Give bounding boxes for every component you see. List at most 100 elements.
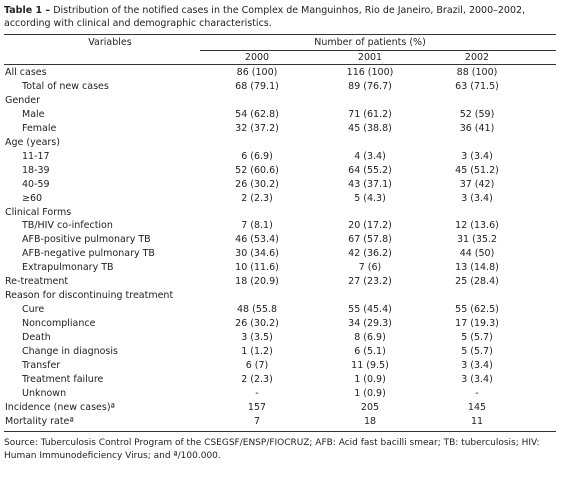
row-label-indented: Extrapulmonary TB [22,262,114,274]
cell-value: 63 (71.5) [455,80,499,92]
row-label-indented: Treatment failure [22,373,104,385]
cell-value: 205 [360,401,380,413]
cell-value: 4 (3.4) [354,150,386,162]
caption-text: Distribution of the notified cases in th… [4,5,526,29]
cell-value: 52 (60.6) [235,164,279,176]
cell-value: 55 (62.5) [455,304,499,316]
cell-value: 27 (23.2) [348,276,392,288]
cell-value: 86 (100) [236,67,278,78]
row-label-indented: Transfer [22,359,61,371]
row-label-indented: Noncompliance [22,318,96,330]
row-label-indented: Female [22,122,57,134]
cell-value: 36 (41) [459,122,495,134]
cell-value: 5 (4.3) [354,192,386,204]
cell-value: 157 [247,401,267,413]
cell-value: 64 (55.2) [348,164,392,176]
cell-value: 1 (1.2) [241,346,273,357]
row-label-indented: Total of new cases [22,80,109,92]
cell-value: 32 (37.2) [235,122,279,134]
cell-value: 45 (51.2) [455,164,499,176]
cell-value: 48 (55.8 [237,304,277,316]
cell-value: 6 (7) [245,359,269,371]
row-label: Reason for discontinuing treatment [5,290,174,302]
cell-value: 37 (42) [459,178,495,190]
cell-value: 30 (34.6) [235,248,279,260]
cell-value: 5 (5.7) [461,332,493,344]
cell-value: 43 (37.1) [348,178,392,190]
column-header: Variables [88,37,132,48]
row-label-indented: TB/HIV co-infection [22,220,113,232]
year-header: 2000 [244,52,270,63]
row-label: Clinical Forms [5,206,72,218]
cell-value: 54 (62.8) [235,108,279,120]
cell-value: 2 (2.3) [241,192,273,204]
row-label: All cases [5,67,47,78]
cell-value: 6 (5.1) [354,346,386,357]
cell-value: 1 (0.9) [354,373,386,385]
cell-value: 6 (6.9) [241,150,273,162]
cell-value: 10 (11.6) [235,262,279,274]
cell-value: 7 (6) [358,262,382,274]
cell-value: 3 (3.4) [461,150,493,162]
row-label-indented: AFB-positive pulmonary TB [22,234,151,246]
row-label: Re-treatment [5,276,69,288]
cell-value: 12 (13.6) [455,220,499,232]
cell-value: 7 (8.1) [241,220,273,232]
year-header: 2002 [464,52,490,63]
cell-value: 44 (50) [459,248,495,260]
row-label: Age (years) [5,136,60,148]
cell-value: 2 (2.3) [241,373,273,385]
rule [200,50,556,51]
rule [4,430,556,432]
cell-value: 31 (35.2 [457,234,497,246]
cell-value: 1 (0.9) [354,387,386,399]
row-label-indented: 18-39 [22,164,50,176]
cell-value: 145 [467,401,487,413]
cell-value: 7 [253,415,261,427]
row-label-indented: Change in diagnosis [22,346,118,357]
cell-value: 42 (36.2) [348,248,392,260]
cell-value: 26 (30.2) [235,178,279,190]
cell-value: 89 (76.7) [348,80,392,92]
row-label: Incidence (new cases)ª [5,401,116,413]
cell-value: - [475,387,479,399]
source-note: Source: Tuberculosis Control Program of … [4,438,540,461]
cell-value: - [255,387,259,399]
cell-value: 45 (38.8) [348,122,392,134]
row-label-indented: Death [22,332,51,344]
cell-value: 67 (57.8) [348,234,392,246]
table-label: Table 1 – [4,5,51,16]
table-caption: Table 1 – Distribution of the notified c… [4,4,556,30]
row-label-indented: 40-59 [22,178,50,190]
cell-value: 18 (20.9) [235,276,279,288]
cell-value: 26 (30.2) [235,318,279,330]
cell-value: 5 (5.7) [461,346,493,357]
row-label-indented: ≥60 [22,192,43,204]
row-label-indented: AFB-negative pulmonary TB [22,248,155,260]
year-header: 2001 [357,52,383,63]
cell-value: 8 (6.9) [354,332,386,344]
cell-value: 13 (14.8) [455,262,499,274]
cell-value: 17 (19.3) [455,318,499,330]
row-label-indented: Cure [22,304,45,316]
cell-value: 20 (17.2) [348,220,392,232]
row-label: Mortality rateª [5,415,74,427]
cell-value: 68 (79.1) [235,80,279,92]
row-label-indented: 11-17 [22,150,50,162]
cell-value: 88 (100) [456,67,498,78]
cell-value: 18 [363,415,377,427]
rule [4,34,556,35]
row-label-indented: Unknown [22,387,67,399]
row-label: Gender [5,94,41,106]
cell-value: 3 (3.4) [461,359,493,371]
column-header: Number of patients (%) [314,37,426,48]
cell-value: 3 (3.4) [461,192,493,204]
cell-value: 116 (100) [346,67,394,78]
row-label-indented: Male [22,108,45,120]
cell-value: 3 (3.5) [241,332,273,344]
cell-value: 11 [470,415,484,427]
cell-value: 71 (61.2) [348,108,392,120]
cell-value: 52 (59) [459,108,495,120]
cell-value: 46 (53.4) [235,234,279,246]
